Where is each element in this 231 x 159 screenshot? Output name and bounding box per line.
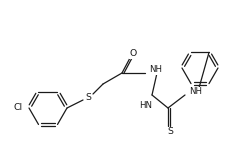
Text: HN: HN [139,101,152,110]
Text: Cl: Cl [14,104,23,113]
Text: O: O [129,49,136,59]
Text: NH: NH [148,66,161,75]
Text: S: S [166,128,172,136]
Text: S: S [85,93,91,101]
Text: NH: NH [188,87,201,97]
